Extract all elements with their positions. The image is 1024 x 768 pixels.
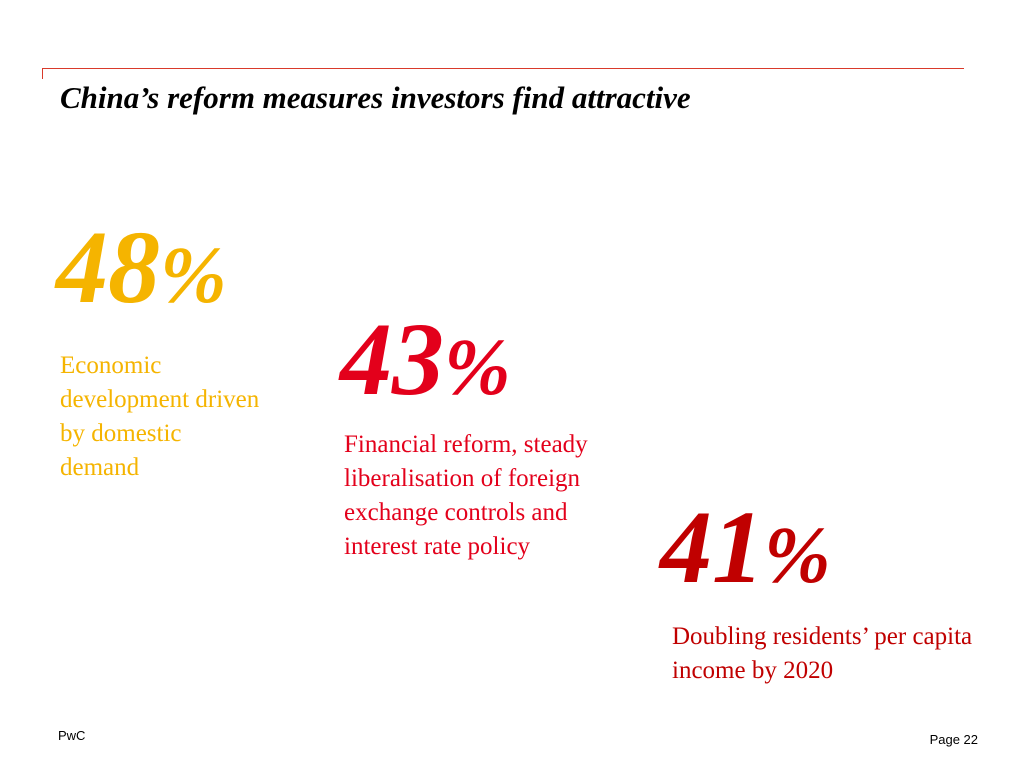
stat-43-number: 43	[340, 302, 444, 417]
stat-48-percent-sign: %	[160, 232, 227, 320]
title-rule-tick	[42, 68, 43, 79]
stat-48-value: 48%	[56, 216, 227, 320]
stat-48-description: Economic development driven by domestic …	[60, 352, 260, 481]
stat-41-description: Doubling residents’ per capita income by…	[672, 623, 973, 684]
stat-41-value: 41%	[660, 496, 831, 600]
stat-48-number: 48	[56, 210, 160, 325]
slide-title: China’s reform measures investors find a…	[60, 80, 691, 115]
stat-43-description: Financial reform, steady liberalisation …	[344, 431, 588, 560]
footer-brand: PwC	[58, 728, 86, 743]
stat-43-percent-sign: %	[444, 324, 511, 412]
stat-41-number: 41	[660, 490, 764, 605]
stat-43-value: 43%	[340, 308, 511, 412]
stat-41-percent-sign: %	[764, 512, 831, 600]
title-rule	[42, 68, 964, 69]
page-number: Page 22	[929, 732, 978, 747]
